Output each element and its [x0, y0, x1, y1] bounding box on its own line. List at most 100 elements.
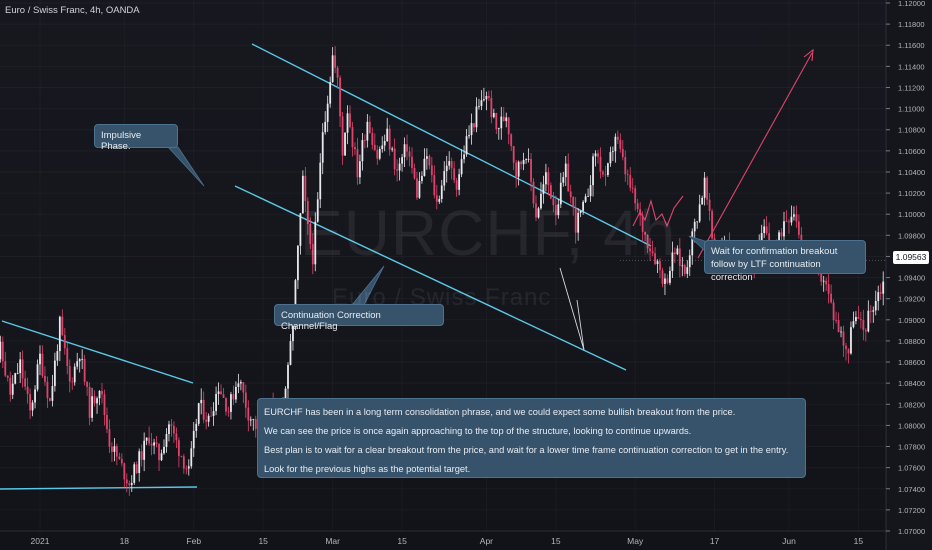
- time-tick-label: 2021: [31, 536, 50, 546]
- candle-body: [29, 394, 31, 411]
- candle-body: [326, 103, 329, 122]
- price-tick-label: 1.09200: [898, 295, 925, 304]
- candle-body: [6, 375, 9, 378]
- analysis-callout[interactable]: EURCHF has been in a long term consolida…: [257, 398, 806, 478]
- candle-body: [406, 144, 408, 152]
- candle-body: [301, 175, 304, 214]
- candle-body: [465, 136, 468, 155]
- candle-body: [413, 167, 416, 179]
- candle-body: [433, 175, 436, 196]
- candle-body: [502, 116, 505, 122]
- candle-body: [512, 146, 515, 163]
- candle-body: [659, 261, 661, 271]
- watermark-symbol: EURCHF, 4h: [300, 197, 677, 269]
- candle-body: [626, 174, 629, 176]
- candle-body: [440, 185, 443, 200]
- candle-body: [500, 116, 503, 129]
- candle-body: [210, 415, 213, 417]
- time-tick-label: 15: [551, 536, 561, 546]
- candle-body: [44, 375, 46, 382]
- candle-body: [492, 112, 495, 118]
- candle-body: [661, 270, 664, 284]
- candle-body: [549, 185, 552, 199]
- price-tick-label: 1.09800: [898, 231, 925, 240]
- candle-body: [403, 144, 406, 158]
- price-tick-label: 1.12000: [898, 0, 925, 8]
- last-price-tag: 1.09563: [893, 251, 929, 264]
- candle-body: [845, 345, 847, 350]
- candle-body: [840, 331, 842, 333]
- candle-body: [688, 255, 691, 268]
- candle-body: [423, 158, 426, 176]
- candle-body: [292, 323, 294, 342]
- impulse-phase-callout[interactable]: Impulsive Phase.: [94, 124, 178, 152]
- candle-body: [120, 459, 123, 464]
- candle-body: [530, 158, 532, 182]
- candle-body: [654, 253, 656, 265]
- candle-body: [9, 377, 12, 395]
- candle-body: [297, 245, 299, 281]
- candle-body: [289, 341, 292, 365]
- candle-body: [163, 446, 165, 454]
- candle-body: [244, 392, 247, 408]
- candle-body: [855, 316, 857, 322]
- candle-body: [215, 393, 217, 412]
- candle-body: [448, 161, 451, 166]
- breakout-callout[interactable]: Wait for confirmation breakout follow by…: [704, 240, 866, 283]
- candle-body: [438, 199, 441, 202]
- candle-body: [475, 106, 478, 128]
- candle-body: [825, 280, 828, 285]
- candle-body: [428, 156, 431, 166]
- candle-body: [68, 366, 71, 382]
- candle-body: [34, 389, 36, 403]
- consolidation-resistance-line: [1, 320, 194, 384]
- candle-body: [517, 161, 520, 177]
- candle-body: [217, 391, 220, 394]
- candle-body: [96, 398, 98, 404]
- candle-body: [373, 144, 376, 151]
- candle-body: [133, 464, 136, 483]
- candle-body: [205, 419, 208, 422]
- candle-body: [153, 442, 155, 446]
- time-tick-label: 15: [854, 536, 864, 546]
- candle-body: [247, 407, 250, 421]
- candle-body: [797, 221, 800, 235]
- candle-body: [686, 267, 689, 274]
- candle-body: [540, 193, 542, 209]
- candle-body: [559, 182, 562, 205]
- continuation-channel-callout[interactable]: Continuation Correction Channel/Flag: [274, 304, 444, 332]
- candle-body: [284, 388, 287, 399]
- candle-body: [780, 232, 783, 237]
- candle-body: [676, 248, 679, 255]
- candle-body: [788, 221, 790, 223]
- price-tick-label: 1.09000: [898, 316, 925, 325]
- candle-body: [386, 128, 389, 142]
- candle-body: [616, 136, 619, 140]
- candle-body: [371, 133, 374, 145]
- candle-body: [145, 437, 148, 441]
- candle-body: [619, 139, 622, 149]
- candle-body: [93, 396, 96, 404]
- candle-body: [202, 399, 205, 420]
- candle-body: [879, 292, 882, 294]
- candle-body: [557, 204, 560, 216]
- candle-body: [460, 159, 463, 175]
- candle-body: [547, 172, 550, 186]
- candle-body: [329, 82, 332, 104]
- candle-body: [872, 310, 875, 312]
- candle-body: [41, 353, 44, 376]
- candle-body: [111, 446, 113, 452]
- candle-body: [582, 201, 585, 211]
- candle-body: [103, 394, 106, 416]
- candle-body: [344, 132, 346, 156]
- candle-body: [592, 156, 594, 186]
- candle-body: [691, 231, 694, 256]
- candle-body: [708, 199, 711, 212]
- candle-body: [230, 394, 232, 412]
- time-tick-label: Mar: [325, 536, 340, 546]
- candle-body: [182, 456, 185, 469]
- candle-body: [430, 165, 433, 176]
- candle-body: [768, 233, 771, 247]
- candle-body: [0, 341, 2, 360]
